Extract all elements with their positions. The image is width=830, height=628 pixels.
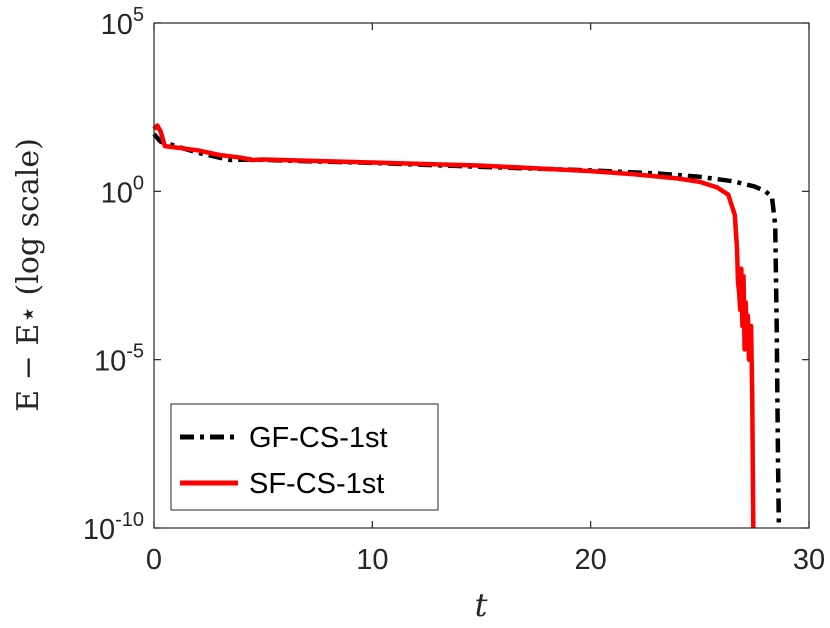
y-axis-label: E − E⋆ (log scale): [11, 138, 46, 412]
legend: GF-CS-1st SF-CS-1st: [170, 403, 439, 511]
legend-label-gf: GF-CS-1st: [249, 422, 388, 454]
legend-label-sf: SF-CS-1st: [249, 468, 384, 500]
y-tick-base-0: 10: [101, 9, 133, 41]
y-tick-label-2: 10-5: [94, 341, 144, 378]
x-axis-label: t: [475, 586, 488, 624]
tick-marks: [153, 22, 810, 529]
y-tick-exponent-2: -5: [126, 341, 144, 363]
legend-box: [170, 403, 439, 511]
y-tick-label-3: 10-10: [83, 509, 144, 546]
y-tick-label-1: 100: [101, 172, 144, 209]
y-tick-base-2: 10: [94, 346, 126, 378]
y-tick-exponent-3: -10: [115, 509, 144, 531]
series-line-1: [152, 123, 756, 529]
plot-frame: [153, 22, 810, 529]
x-tick-label-3: 30: [793, 544, 825, 576]
y-tick-exponent-1: 0: [133, 172, 144, 194]
y-tick-base-3: 10: [83, 514, 115, 546]
y-tick-exponent-0: 5: [133, 4, 144, 26]
series-layer: [152, 123, 782, 529]
x-tick-label-2: 20: [575, 544, 607, 576]
x-tick-label-0: 0: [146, 544, 162, 576]
y-tick-label-0: 105: [101, 4, 144, 41]
y-tick-base-1: 10: [101, 177, 133, 209]
x-tick-labels: 0 10 20 30: [146, 544, 825, 576]
x-tick-label-1: 10: [356, 544, 388, 576]
